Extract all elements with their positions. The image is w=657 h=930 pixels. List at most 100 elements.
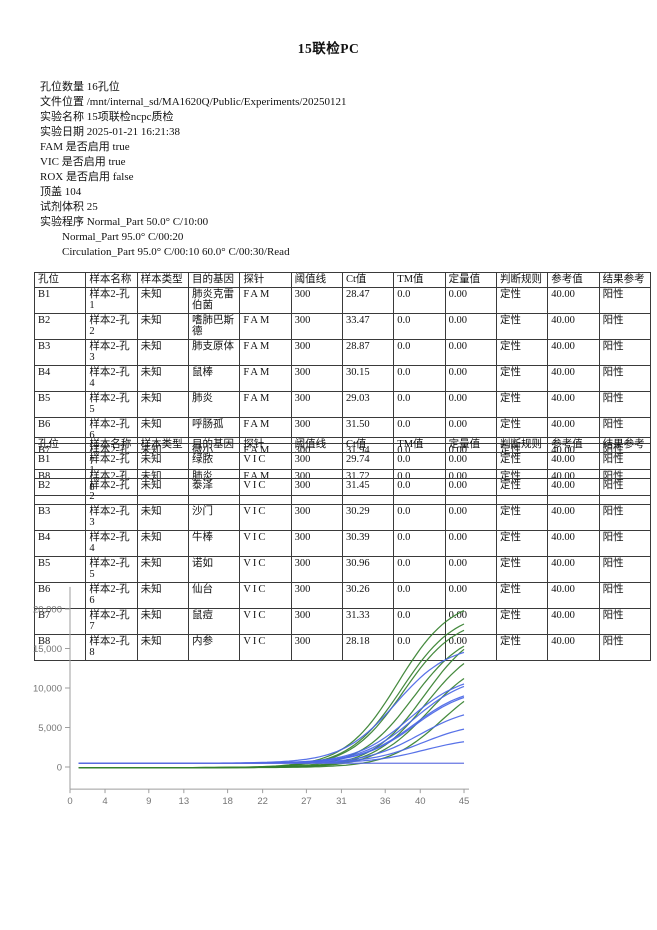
table-cell: 0.00 [444,312,497,340]
info-value: 25 [84,201,98,213]
table-cell: 300 [290,364,343,392]
table-cell: 40.00 [547,477,600,505]
x-tick-label: 27 [301,796,312,807]
table-cell: FAM [239,390,292,418]
table-cell: 阳性 [598,555,652,583]
table-cell: FAM [239,312,292,340]
table-cell: 0.00 [444,503,497,531]
table-cell: 300 [290,312,343,340]
table-cell: 阳性 [598,312,652,340]
table-cell: 0.00 [444,286,497,314]
table-cell: 300 [290,451,343,479]
curve-B2-FAM [78,700,465,769]
table-cell: 29.74 [341,451,395,479]
info-value: 104 [62,186,82,198]
info-line: Normal_Part 95.0° C/00:20 [40,230,600,245]
column-header: 判断规则 [495,437,549,453]
info-label: FAM 是否启用 [40,141,110,153]
table-cell: 31.33 [341,607,395,635]
info-label: 实验程序 [40,216,84,228]
table-row: B1 样本2-孔1 未知 肺炎克雷伯菌 FAM 300 28.47 0.0 0.00 定性 40.0… [33,286,652,314]
info-value: true [109,141,130,153]
info-line: 文件位置 /mnt/internal_sd/MA1620Q/Public/Exp… [40,95,600,110]
column-header: 参考值 [547,437,600,453]
table-row: B5 样本2-孔5 未知 诺如 VIC 300 30.96 0.0 0.00 定性 40.00 阳性 [33,555,652,583]
table-row: B4 样本2-孔4 未知 鼠棒 FAM 300 30.15 0.0 0.00 定性 40.00 阳性 [33,364,652,392]
column-header: 判断规则 [495,272,549,288]
x-tick-label: 36 [380,796,391,807]
table-cell: B3 [33,338,87,366]
column-header: 孔位 [33,272,87,288]
column-header: TM值 [393,272,446,288]
curve-B1-VIC [78,683,465,764]
table-header-row: 孔位 样本名称 样本类型 目的基因 探针 阈值线 Ct值 TM值 定量值 判断规则 参考值 结果参考 [33,272,652,288]
table-cell: 未知 [136,503,189,531]
column-header: 结果参考 [598,437,652,453]
table-cell: 定性 [495,633,549,661]
x-tick-label: 18 [222,796,233,807]
table-cell: 300 [290,555,343,583]
column-header: 目的基因 [187,272,241,288]
column-header: 样本类型 [136,272,189,288]
table-cell: 定性 [495,312,549,340]
table-cell: 沙门 [187,503,241,531]
curve-B5-VIC [78,714,465,764]
column-header: 样本名称 [85,437,138,453]
table-cell: 未知 [136,286,189,314]
table-cell: 阳性 [598,477,652,505]
x-tick-label: 13 [179,796,190,807]
table-cell: 肺支原体 [187,338,241,366]
column-header: 孔位 [33,437,87,453]
info-value: Normal_Part 50.0° C/10:00 [84,216,209,228]
info-value: 2025-01-21 16:21:38 [84,126,180,138]
column-header: 定量值 [444,272,497,288]
table-cell: FAM [239,286,292,314]
table-cell: 0.0 [393,503,446,531]
column-header: 样本名称 [85,272,138,288]
table-cell: 阳性 [598,503,652,531]
table-cell: VIC [239,529,292,557]
info-line: 顶盖 104 [40,185,600,200]
table-cell: 未知 [136,364,189,392]
table-cell: 定性 [495,503,549,531]
info-line: Circulation_Part 95.0° C/00:10 60.0° C/0… [40,245,600,260]
table-cell: B1 [33,451,87,479]
info-value: 15项联检ncpc质检 [84,111,174,123]
page-title: 15联检PC [297,41,360,56]
column-header: 探针 [239,272,292,288]
table-cell: 300 [290,338,343,366]
column-header: 阈值线 [290,437,343,453]
table-cell: 定性 [495,477,549,505]
table-cell: 40.00 [547,364,600,392]
table-cell: 300 [290,286,343,314]
y-tick-label: 15,000 [33,644,62,655]
table-cell: 定性 [495,338,549,366]
table-cell: 定性 [495,286,549,314]
table-cell: B4 [33,364,87,392]
table-cell: 定性 [495,390,549,418]
column-header: 阈值线 [290,272,343,288]
table-cell: 40.00 [547,555,600,583]
amplification-chart: 0 5,000 10,000 15,000 20,000 0 4 9 13 18 22 27 31 36 4… [28,578,518,828]
y-tick-label: 5,000 [38,723,62,734]
table-cell: 未知 [136,633,189,661]
table-cell: 30.15 [341,364,395,392]
table-cell: 样本2-孔5 [85,555,138,583]
table-cell: 未知 [136,312,189,340]
table-cell: 阳性 [598,607,652,635]
table-cell: B3 [33,503,87,531]
table-cell: VIC [239,451,292,479]
column-header: 样本类型 [136,437,189,453]
table-cell: 阳性 [598,633,652,661]
info-label: 实验日期 [40,126,84,138]
table-cell: 阳性 [598,390,652,418]
table-cell: 40.00 [547,312,600,340]
curve-B3-FAM [78,623,465,769]
table-cell: 未知 [136,390,189,418]
table-cell: 28.87 [341,338,395,366]
table-cell: 样本2-孔7 [85,607,138,635]
table-cell: 0.0 [393,633,446,661]
table-cell: VIC [239,555,292,583]
column-header: 探针 [239,437,292,453]
